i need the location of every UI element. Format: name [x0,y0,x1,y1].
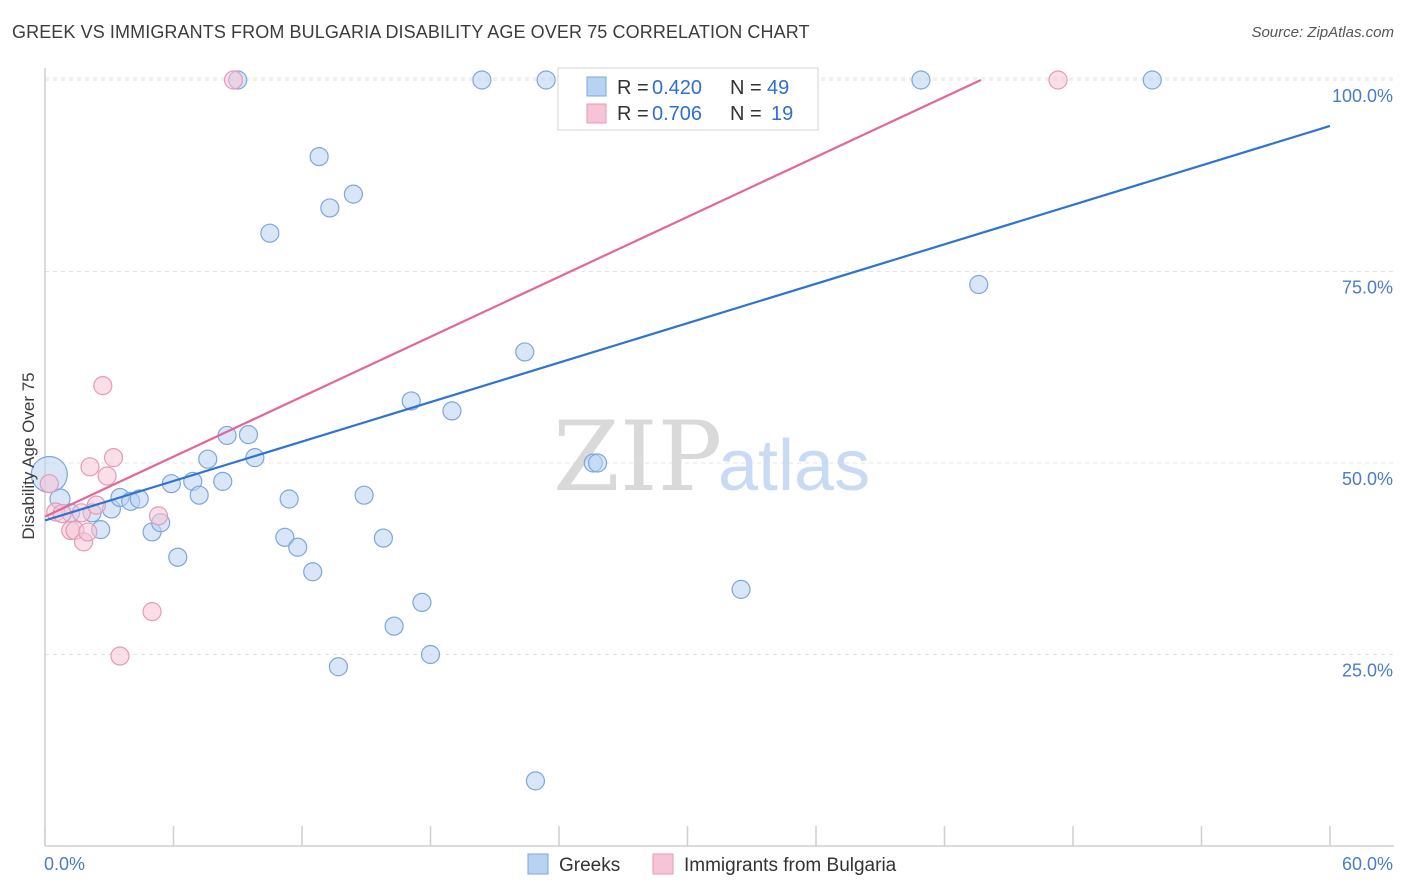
bulgaria-point-13 [110,646,130,666]
series-legend-label-bulgaria: Immigrants from Bulgaria [684,855,897,876]
greeks-point-36 [442,401,462,421]
y-tick-label-75: 75.0% [1342,278,1393,298]
watermark-zip: ZIP [553,401,722,513]
greeks-point-31 [373,528,393,548]
greeks-point-19 [238,425,259,445]
bulgaria-point-12 [103,448,124,468]
greeks-point-12 [168,547,188,567]
bulgaria-trend-line [44,79,982,518]
bulgaria-point-17 [1048,70,1068,90]
bulgaria-point-15 [148,506,169,526]
x-tick-label-max: 60.0% [1342,854,1393,874]
trend-lines [44,79,1331,522]
greeks-point-30 [354,485,374,505]
greeks-point-35 [420,644,441,665]
greeks-point-24 [288,537,308,557]
greeks-point-8 [129,489,149,509]
greeks-point-28 [328,657,349,677]
watermark: ZIP atlas [553,401,870,513]
greeks-point-25 [303,562,323,582]
greeks-point-39 [525,771,546,791]
greeks-point-40 [536,70,556,90]
greeks-point-16 [213,471,233,491]
bulgaria-point-10 [93,376,113,396]
greeks-point-26 [309,147,329,167]
series-legend: Greeks Immigrants from Bulgaria [527,853,897,876]
bulgaria-point-0 [39,474,59,494]
greeks-point-22 [275,527,295,547]
series-legend-swatch-greeks [527,853,549,875]
legend-n-value-bulgaria: 19 [771,103,793,125]
bulgaria-point-8 [80,457,100,477]
watermark-atlas: atlas [718,426,870,506]
greeks-point-34 [412,592,432,613]
greeks-point-27 [320,198,340,218]
greeks-point-43 [587,453,608,473]
ticks: 25.0% 50.0% 75.0% 100.0% [44,86,1393,846]
greeks-point-21 [260,223,280,243]
stats-legend: R = 0.420 N = 49 R = 0.706 N = 19 [557,67,819,131]
greeks-point-47 [1142,70,1162,90]
series-legend-label-greeks: Greeks [559,855,620,876]
greeks-point-23 [279,489,299,509]
greeks-point-15 [198,449,218,469]
legend-n-label-bulgaria: N = [730,103,762,125]
greeks-point-29 [343,184,363,204]
legend-r-value-bulgaria: 0.706 [652,103,702,125]
greeks-trend-line [44,124,1331,522]
series-legend-swatch-bulgaria [652,853,674,875]
legend-r-value-greeks: 0.420 [652,77,702,99]
bulgaria-point-14 [142,602,162,622]
y-axis-label: Disability Age Over 75 [19,372,38,539]
legend-r-label-greeks: R = [617,77,649,99]
greeks-point-37 [472,70,492,90]
legend-n-value-greeks: 49 [767,77,789,99]
y-tick-label-50: 50.0% [1342,469,1393,489]
chart-title: GREEK VS IMMIGRANTS FROM BULGARIA DISABI… [12,22,810,42]
legend-swatch-greeks [586,76,607,97]
data-points [30,70,1162,791]
greeks-point-38 [515,342,535,362]
legend-swatch-bulgaria [586,103,607,124]
greeks-point-33 [401,391,421,411]
greeks-point-46 [969,274,989,295]
bulgaria-point-7 [78,522,98,542]
greeks-point-44 [731,579,751,599]
bulgaria-point-16 [223,70,244,90]
greeks-point-32 [384,616,404,636]
greeks-point-45 [911,70,931,90]
gridlines [45,77,1394,655]
x-tick-label-min: 0.0% [44,854,85,874]
y-tick-label-25: 25.0% [1342,661,1393,681]
source-label: Source: ZipAtlas.com [1251,24,1394,41]
legend-n-label-greeks: N = [730,77,762,99]
y-tick-label-100: 100.0% [1332,86,1393,106]
bulgaria-point-11 [97,466,117,486]
legend-r-label-bulgaria: R = [617,103,649,125]
greeks-point-14 [189,485,209,505]
